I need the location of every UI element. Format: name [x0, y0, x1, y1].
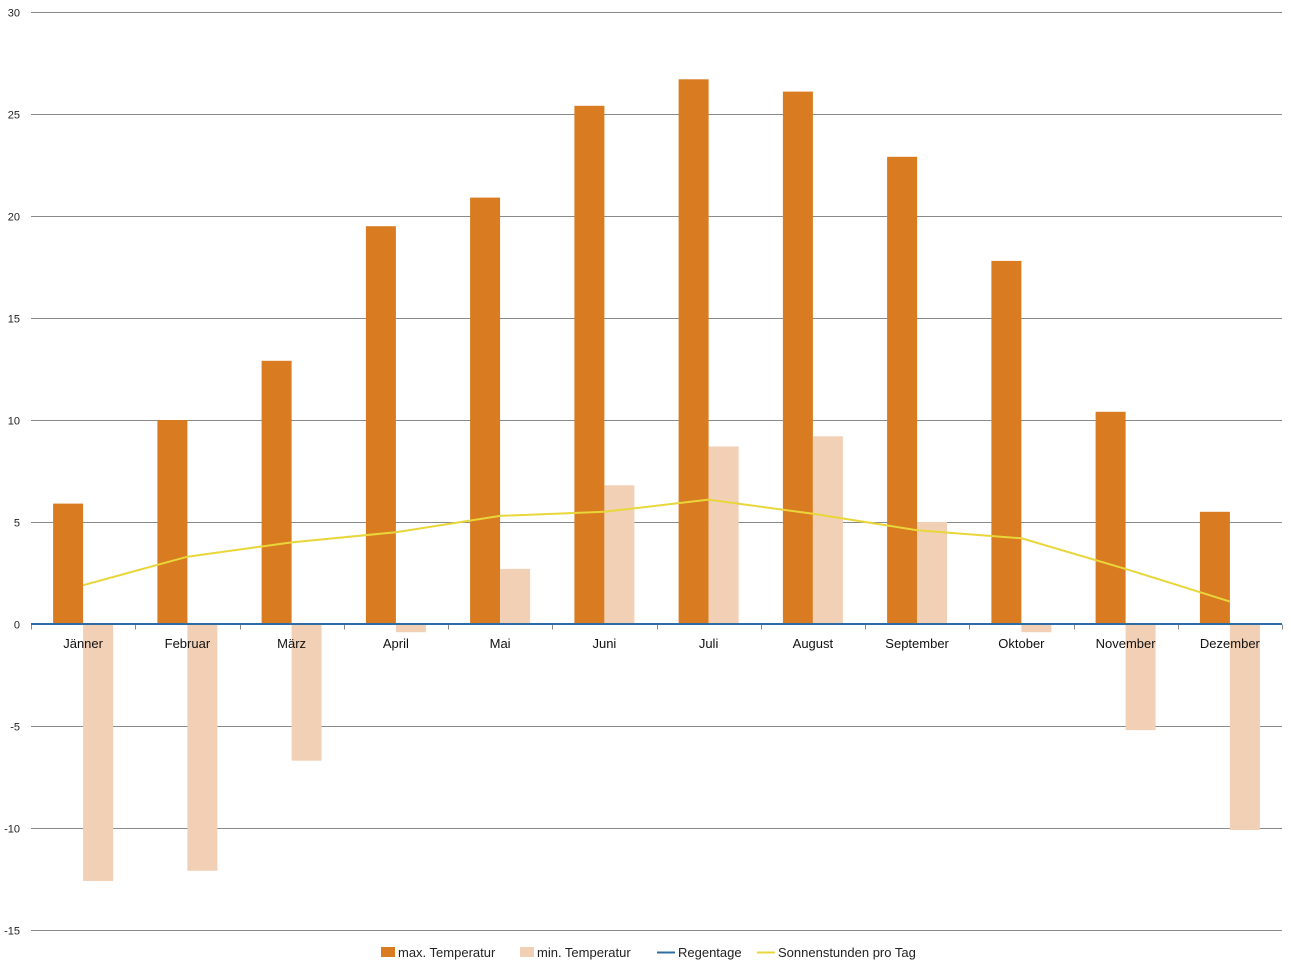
legend-item-1: max. Temperatur — [381, 945, 496, 960]
x-tick-label: April — [383, 636, 409, 651]
y-tick-label: 30 — [8, 8, 20, 20]
y-tick-label: 10 — [8, 416, 20, 428]
bar-max-5 — [470, 197, 501, 624]
y-tick-label: 20 — [8, 212, 20, 224]
y-tick-label: 15 — [8, 314, 20, 326]
x-tick-label: August — [793, 636, 834, 651]
legend-label: max. Temperatur — [398, 945, 496, 960]
legend-swatch — [381, 947, 395, 957]
bar-min-2 — [187, 624, 218, 871]
y-tick-label: 0 — [14, 620, 20, 632]
bar-max-8 — [782, 91, 813, 625]
x-tick-label: September — [885, 636, 949, 651]
y-tick-label: 25 — [8, 110, 20, 122]
bar-min-10 — [1021, 624, 1052, 633]
bar-min-3 — [291, 624, 322, 761]
x-tick-label: Mai — [490, 636, 511, 651]
bar-min-4 — [395, 624, 426, 633]
legend-item-3: Regentage — [657, 945, 742, 960]
bar-min-6 — [604, 485, 635, 624]
legend-label: min. Temperatur — [537, 945, 631, 960]
x-axis-ticks: Jänner Februar März April Mai Juni Juli August S… — [63, 636, 1260, 651]
y-tick-label: -15 — [4, 926, 20, 938]
bar-min-5 — [500, 568, 531, 624]
y-tick-label: -10 — [4, 824, 20, 836]
bar-max-2 — [157, 420, 188, 624]
legend: max. Temperatur min. Temperatur Regentage S… — [381, 945, 916, 960]
bar-max-4 — [365, 226, 396, 624]
y-tick-label: 5 — [14, 518, 20, 530]
x-tick-label: Juni — [592, 636, 616, 651]
bar-min-7 — [708, 446, 739, 624]
x-tick-label: Juli — [699, 636, 719, 651]
legend-label: Sonnenstunden pro Tag — [778, 945, 916, 960]
bar-min-8 — [812, 436, 843, 624]
bar-min-1 — [83, 624, 114, 881]
bar-min-9 — [917, 522, 948, 624]
x-tick-label: Oktober — [998, 636, 1045, 651]
bars — [53, 79, 1260, 881]
bar-min-12 — [1229, 624, 1260, 830]
bar-max-3 — [261, 360, 292, 624]
legend-item-2: min. Temperatur — [520, 945, 631, 960]
lines — [31, 498, 1282, 625]
bar-max-10 — [991, 260, 1022, 624]
x-tick-label: Dezember — [1200, 636, 1261, 651]
bar-max-6 — [574, 105, 605, 625]
x-tick-label: Februar — [165, 636, 211, 651]
line-series-2 — [82, 498, 1231, 603]
bar-max-12 — [1199, 511, 1230, 624]
legend-item-4: Sonnenstunden pro Tag — [757, 945, 916, 960]
x-tick-label: Jänner — [63, 636, 103, 651]
bar-max-1 — [53, 503, 84, 624]
legend-swatch — [520, 947, 534, 957]
bar-max-11 — [1095, 411, 1126, 624]
bar-min-11 — [1125, 624, 1156, 731]
grid-layer — [31, 12, 1283, 931]
y-axis-ticks: -15 -10 -5 0 5 10 15 20 25 30 — [4, 8, 20, 938]
legend-label: Regentage — [678, 945, 742, 960]
x-tick-label: März — [277, 636, 306, 651]
bar-max-7 — [678, 79, 709, 625]
bar-max-9 — [887, 156, 918, 625]
y-tick-label: -5 — [10, 722, 20, 734]
x-tick-label: November — [1096, 636, 1157, 651]
